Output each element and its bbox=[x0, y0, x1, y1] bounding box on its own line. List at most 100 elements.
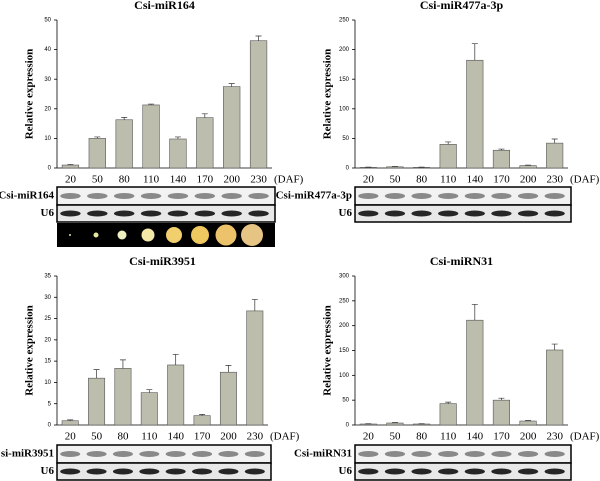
y-tick-label: 30 bbox=[44, 77, 51, 83]
y-tick-label: 0 bbox=[48, 166, 52, 172]
bar bbox=[439, 403, 457, 426]
error-bar bbox=[445, 141, 452, 145]
bar bbox=[492, 399, 510, 426]
blot-band bbox=[218, 451, 239, 457]
blot-band bbox=[517, 210, 539, 217]
blot bbox=[354, 204, 572, 223]
bar bbox=[519, 420, 537, 426]
error-bar bbox=[146, 389, 153, 393]
blot-band bbox=[491, 210, 512, 217]
bar bbox=[413, 423, 431, 426]
y-tick-label: 30 bbox=[44, 295, 51, 301]
x-tick-label: 20 bbox=[65, 431, 77, 443]
bar bbox=[246, 310, 264, 426]
y-tick-label: 5 bbox=[48, 401, 52, 407]
blot-band bbox=[438, 468, 459, 475]
x-tick-label: 230 bbox=[250, 174, 267, 186]
bar bbox=[88, 377, 106, 426]
y-tick-label: 10 bbox=[44, 380, 51, 386]
blot-band bbox=[140, 210, 162, 217]
x-axis-label: (DAF) bbox=[570, 174, 600, 186]
x-tick-label: 80 bbox=[119, 174, 131, 186]
x-tick-label: 50 bbox=[389, 174, 401, 186]
blot-band bbox=[517, 468, 539, 475]
bar bbox=[359, 423, 377, 426]
blot-label: Csi-miR164 bbox=[0, 190, 54, 202]
colony bbox=[191, 226, 209, 244]
error-bar bbox=[67, 419, 74, 421]
x-tick-label: 200 bbox=[520, 431, 537, 443]
error-bar bbox=[225, 365, 232, 373]
x-tick-label: 170 bbox=[194, 431, 211, 443]
blot-band bbox=[248, 210, 269, 217]
x-tick-label: 50 bbox=[389, 431, 401, 443]
blot-band bbox=[464, 468, 485, 475]
blot-band bbox=[165, 468, 186, 475]
blot-band bbox=[544, 451, 565, 457]
blot-band bbox=[384, 193, 406, 199]
y-tick-label: 50 bbox=[44, 18, 51, 24]
blot-band bbox=[244, 451, 265, 457]
error-bar bbox=[67, 164, 74, 166]
error-bar bbox=[255, 35, 262, 41]
blot-band bbox=[140, 193, 162, 199]
y-tick-label: 0 bbox=[346, 166, 350, 172]
y-tick-label: 50 bbox=[342, 398, 349, 404]
error-bar bbox=[551, 138, 558, 144]
blot-band bbox=[517, 451, 539, 457]
blot-band bbox=[438, 193, 459, 199]
blot-band bbox=[544, 210, 565, 217]
y-tick-label: 0 bbox=[346, 423, 350, 429]
y-tick-label: 200 bbox=[339, 323, 350, 329]
error-bar bbox=[94, 136, 101, 139]
x-tick-label: 50 bbox=[92, 174, 104, 186]
bar bbox=[169, 138, 187, 169]
blot bbox=[56, 204, 276, 223]
error-bar bbox=[498, 148, 505, 151]
blot-band bbox=[438, 210, 459, 217]
x-tick-label: 140 bbox=[167, 431, 184, 443]
bar bbox=[519, 165, 537, 169]
bar bbox=[223, 86, 241, 169]
y-tick-label: 150 bbox=[339, 77, 350, 83]
x-tick-label: 20 bbox=[363, 174, 375, 186]
bar bbox=[546, 142, 564, 169]
x-tick-label: 110 bbox=[440, 431, 457, 443]
blot-band bbox=[384, 468, 406, 475]
blot-label: Csi-miR477a-3p bbox=[276, 190, 352, 202]
bar bbox=[466, 319, 484, 426]
error-bar bbox=[174, 136, 181, 139]
blot-band bbox=[221, 193, 242, 199]
blot-band bbox=[194, 210, 216, 217]
blot-band bbox=[464, 210, 485, 217]
blot-label: U6 bbox=[339, 465, 353, 477]
bar bbox=[61, 164, 80, 169]
y-tick-label: 10 bbox=[44, 136, 51, 142]
y-axis-label: Relative expression bbox=[322, 305, 334, 396]
blot-band bbox=[60, 451, 81, 457]
x-tick-label: 230 bbox=[546, 174, 563, 186]
x-tick-label: 230 bbox=[546, 431, 563, 443]
blot-label: Csi-miR3951 bbox=[0, 448, 54, 460]
blot-band bbox=[192, 451, 213, 457]
y-tick-label: 40 bbox=[44, 47, 51, 53]
y-tick-label: 250 bbox=[339, 18, 350, 24]
blot-band bbox=[491, 451, 512, 457]
bar bbox=[140, 392, 158, 426]
y-tick-label: 20 bbox=[44, 337, 51, 343]
blot-band bbox=[167, 210, 189, 217]
blot-band bbox=[491, 193, 512, 199]
x-tick-label: 230 bbox=[247, 431, 264, 443]
bar bbox=[114, 368, 132, 426]
y-tick-label: 200 bbox=[339, 47, 350, 53]
y-tick-label: 150 bbox=[339, 348, 350, 354]
error-bar bbox=[201, 113, 208, 118]
y-tick-label: 25 bbox=[44, 316, 51, 322]
bar bbox=[196, 117, 214, 169]
colony bbox=[69, 234, 71, 236]
x-tick-label: 170 bbox=[493, 174, 510, 186]
chart-title: Csi-miR3951 bbox=[129, 254, 196, 268]
x-tick-label: 50 bbox=[91, 431, 103, 443]
error-bar bbox=[228, 83, 235, 87]
